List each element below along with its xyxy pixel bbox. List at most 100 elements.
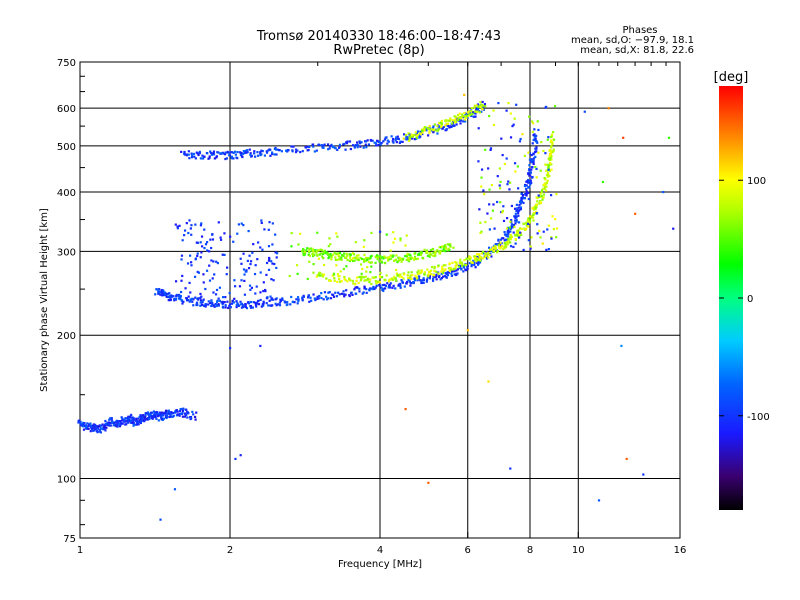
- echo-point: [488, 114, 491, 118]
- echo-point: [211, 277, 214, 280]
- echo-point: [479, 231, 482, 235]
- echo-point: [514, 170, 517, 173]
- echo-point: [463, 118, 467, 121]
- echo-point: [190, 152, 193, 155]
- echo-point: [403, 285, 406, 288]
- echo-point: [370, 265, 373, 268]
- echo-point: [267, 245, 271, 248]
- echo-point: [397, 274, 400, 277]
- echo-point: [343, 276, 346, 279]
- echo-point: [530, 168, 533, 171]
- echo-point: [174, 223, 177, 226]
- echo-point: [420, 281, 423, 285]
- echo-point: [364, 259, 367, 263]
- echo-point: [519, 231, 522, 234]
- echo-point: [233, 279, 236, 282]
- echo-point: [187, 295, 190, 298]
- echo-point: [194, 223, 197, 226]
- echo-point: [493, 249, 496, 252]
- echo-point: [165, 416, 168, 420]
- echo-point: [394, 139, 397, 142]
- echo-point: [193, 415, 197, 419]
- echo-point: [260, 305, 263, 308]
- echo-point: [336, 252, 340, 255]
- echo-point: [459, 258, 462, 261]
- echo-point: [452, 246, 455, 249]
- echo-point: [228, 154, 231, 157]
- echo-point: [182, 407, 185, 410]
- echo-point: [180, 254, 184, 257]
- echo-point: [402, 277, 405, 280]
- echo-point: [532, 216, 535, 219]
- echo-point: [528, 115, 531, 118]
- echo-point: [204, 305, 207, 308]
- echo-point: [143, 417, 146, 420]
- echo-point: [446, 243, 449, 246]
- echo-point: [240, 152, 243, 155]
- echo-point: [160, 416, 163, 419]
- echo-point: [83, 421, 86, 425]
- echo-point: [168, 415, 171, 419]
- echo-point: [340, 280, 343, 283]
- echo-point: [381, 256, 384, 259]
- echo-point: [550, 158, 553, 161]
- echo-point: [359, 256, 362, 260]
- echo-point: [276, 252, 279, 255]
- echo-point: [451, 268, 454, 271]
- echo-point: [326, 143, 330, 146]
- echo-point: [468, 255, 471, 258]
- echo-point: [125, 420, 128, 423]
- echo-point: [359, 276, 363, 279]
- echo-point: [530, 215, 533, 218]
- echo-point: [365, 270, 368, 273]
- echo-point: [474, 112, 477, 115]
- echo-point: [438, 252, 441, 255]
- echo-point: [359, 279, 363, 282]
- echo-point: [395, 268, 398, 272]
- echo-point: [224, 153, 227, 156]
- echo-point: [393, 275, 396, 278]
- echo-point: [503, 239, 506, 242]
- echo-point: [451, 270, 454, 273]
- echo-point: [180, 150, 183, 153]
- echo-point: [369, 256, 372, 260]
- echo-point: [174, 410, 177, 413]
- echo-point: [537, 151, 540, 154]
- echo-point: [459, 264, 462, 268]
- echo-point: [392, 141, 395, 144]
- echo-point: [362, 291, 365, 294]
- echo-point: [400, 275, 403, 279]
- echo-point: [320, 292, 323, 295]
- echo-point: [435, 275, 438, 278]
- echo-point: [235, 305, 238, 309]
- echo-point: [307, 253, 311, 256]
- echo-point: [471, 110, 474, 114]
- echo-point: [217, 303, 220, 306]
- echo-point: [461, 114, 464, 118]
- echo-point: [302, 249, 305, 252]
- echo-point: [405, 255, 408, 258]
- echo-point: [211, 301, 214, 305]
- echo-point: [185, 408, 188, 411]
- echo-point: [242, 268, 246, 271]
- echo-point: [550, 168, 553, 171]
- echo-point: [288, 274, 291, 278]
- echo-point: [259, 246, 262, 249]
- y-tick-label: 600: [57, 104, 76, 115]
- echo-point: [337, 146, 341, 149]
- echo-point: [106, 421, 109, 425]
- echo-point: [273, 153, 276, 156]
- echo-point: [86, 422, 89, 425]
- echo-points: [77, 93, 675, 521]
- echo-point: [525, 184, 528, 187]
- echo-point: [123, 418, 126, 421]
- echo-point: [214, 293, 218, 296]
- echo-point: [77, 421, 80, 424]
- echo-point: [165, 409, 168, 412]
- echo-point: [138, 419, 142, 422]
- echo-point: [275, 266, 278, 270]
- echo-point: [291, 149, 294, 152]
- echo-point: [325, 298, 329, 301]
- echo-point: [448, 243, 451, 246]
- echo-point: [293, 301, 296, 304]
